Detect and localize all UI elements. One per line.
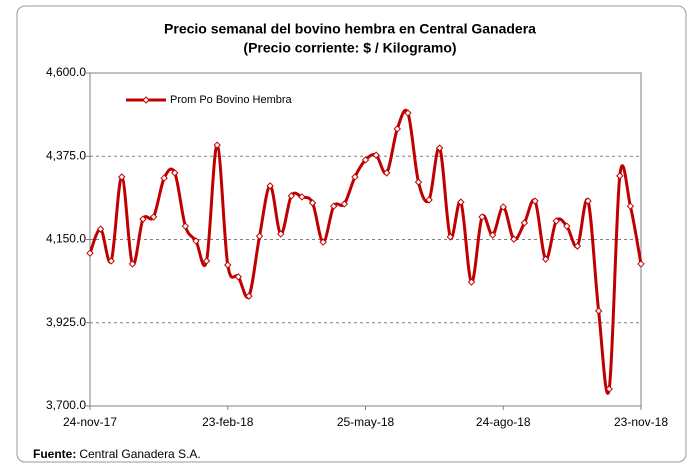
data-point <box>414 178 423 186</box>
data-point <box>531 197 539 205</box>
legend-marker <box>142 96 150 104</box>
data-point <box>605 385 613 393</box>
data-point <box>308 199 317 207</box>
data-point <box>510 235 518 243</box>
x-tick-label: 25-may-18 <box>337 415 395 429</box>
data-point <box>573 242 582 250</box>
source-text: Central Ganadera S.A. <box>79 447 200 461</box>
source: Fuente: Central Ganadera S.A. <box>33 447 201 461</box>
data-point <box>340 200 349 208</box>
data-point <box>488 231 497 239</box>
data-point <box>330 202 338 210</box>
data-point <box>361 156 370 164</box>
data-point <box>584 197 592 205</box>
data-point <box>637 260 645 268</box>
data-point <box>393 125 401 133</box>
x-tick-label: 24-nov-17 <box>63 415 117 429</box>
y-tick-label: 4,150.0 <box>46 232 86 246</box>
data-point <box>192 237 200 245</box>
data-point <box>287 192 296 200</box>
data-point <box>425 196 433 204</box>
data-point <box>404 109 412 117</box>
source-label: Fuente: <box>33 447 76 461</box>
y-tick-label: 3,700.0 <box>46 398 86 412</box>
y-tick-label: 3,925.0 <box>46 315 86 329</box>
data-point <box>319 238 327 246</box>
data-point <box>563 222 571 230</box>
data-point <box>478 213 486 221</box>
data-point <box>107 257 115 265</box>
data-point <box>467 278 476 286</box>
data-point <box>118 173 126 181</box>
data-point <box>594 307 603 315</box>
data-point <box>499 203 507 211</box>
data-point <box>213 141 221 149</box>
data-point <box>446 233 454 241</box>
data-point <box>298 193 306 201</box>
data-point <box>128 260 137 268</box>
chart-subtitle: (Precio corriente: $ / Kilogramo) <box>243 40 456 56</box>
data-point <box>626 202 635 210</box>
data-point <box>382 169 391 177</box>
data-point <box>457 198 465 206</box>
data-point <box>86 249 94 257</box>
legend-label: Prom Po Bovino Hembra <box>170 94 293 106</box>
data-point <box>224 261 232 269</box>
data-point <box>96 225 105 233</box>
chart-frame <box>16 5 687 463</box>
data-point <box>160 174 168 182</box>
data-point <box>139 215 147 223</box>
data-point <box>245 292 253 300</box>
data-point <box>372 151 380 159</box>
x-tick-label: 24-ago-18 <box>476 415 531 429</box>
data-point <box>171 169 179 177</box>
data-point <box>202 257 211 265</box>
data-point <box>181 222 190 230</box>
y-tick-label: 4,600.0 <box>46 65 86 79</box>
data-point <box>234 273 243 281</box>
x-tick-label: 23-nov-18 <box>614 415 668 429</box>
data-point <box>277 230 285 238</box>
data-point <box>435 144 444 152</box>
data-point <box>616 172 624 180</box>
data-point <box>266 182 274 190</box>
data-point <box>541 255 550 263</box>
y-tick-label: 4,375.0 <box>46 148 86 162</box>
data-point <box>149 213 158 221</box>
data-point <box>255 232 264 240</box>
x-tick-label: 23-feb-18 <box>202 415 254 429</box>
data-point <box>520 219 529 227</box>
data-point <box>351 173 359 181</box>
chart-title: Precio semanal del bovino hembra en Cent… <box>164 21 536 37</box>
data-point <box>552 217 560 225</box>
